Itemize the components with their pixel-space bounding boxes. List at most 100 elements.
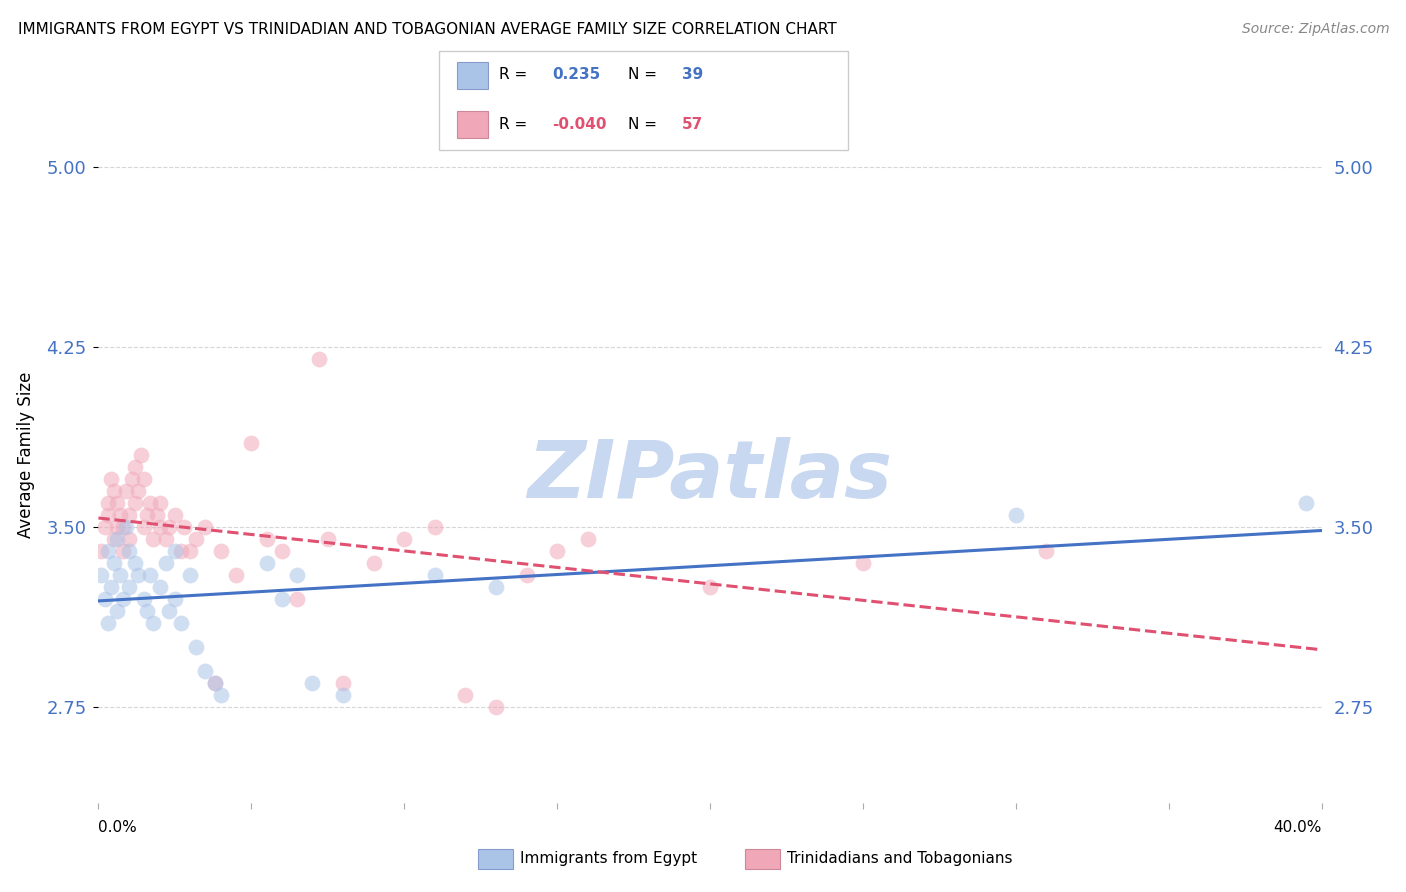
Point: [105, 520, 128, 534]
Point: [97, 544, 120, 558]
Text: 0.235: 0.235: [553, 68, 600, 82]
Point: [149, 496, 172, 510]
Point: [270, 591, 292, 606]
Point: [118, 544, 141, 558]
Point: [115, 520, 138, 534]
Point: [90, 567, 112, 582]
Point: [108, 508, 131, 522]
Point: [124, 459, 146, 474]
Point: [1295, 496, 1317, 510]
Point: [124, 556, 146, 570]
Point: [115, 483, 138, 498]
Point: [97, 615, 120, 630]
Point: [108, 567, 131, 582]
Point: [225, 567, 247, 582]
Text: N =: N =: [628, 118, 662, 132]
Point: [285, 591, 308, 606]
Text: -0.040: -0.040: [553, 118, 607, 132]
Point: [111, 544, 134, 558]
Point: [308, 351, 330, 366]
Point: [1004, 508, 1026, 522]
Point: [423, 567, 446, 582]
Point: [118, 508, 141, 522]
Point: [163, 591, 186, 606]
Text: Source: ZipAtlas.com: Source: ZipAtlas.com: [1241, 22, 1389, 37]
Point: [142, 532, 165, 546]
Text: 39: 39: [682, 68, 703, 82]
Text: R =: R =: [499, 68, 533, 82]
Point: [157, 604, 180, 618]
Point: [256, 532, 278, 546]
Point: [103, 556, 125, 570]
Point: [194, 664, 217, 678]
Point: [121, 472, 143, 486]
Point: [699, 580, 721, 594]
Point: [170, 544, 193, 558]
Point: [256, 556, 278, 570]
Point: [209, 544, 232, 558]
Point: [186, 640, 208, 654]
Point: [139, 496, 162, 510]
Point: [179, 544, 201, 558]
Point: [105, 496, 128, 510]
Text: R =: R =: [499, 118, 533, 132]
Point: [100, 580, 122, 594]
Point: [179, 567, 201, 582]
Point: [392, 532, 416, 546]
Point: [134, 472, 156, 486]
Point: [134, 520, 156, 534]
Point: [332, 688, 354, 702]
Point: [155, 532, 177, 546]
Point: [163, 508, 186, 522]
Point: [103, 532, 125, 546]
Point: [454, 688, 477, 702]
Point: [316, 532, 339, 546]
Text: 40.0%: 40.0%: [1274, 821, 1322, 835]
Point: [163, 544, 186, 558]
Point: [103, 483, 125, 498]
Point: [363, 556, 385, 570]
Point: [301, 676, 323, 690]
Point: [139, 567, 162, 582]
Point: [149, 520, 172, 534]
Point: [1035, 544, 1057, 558]
Point: [332, 676, 354, 690]
Point: [129, 448, 152, 462]
Point: [97, 496, 120, 510]
Point: [127, 567, 149, 582]
Text: 0.0%: 0.0%: [98, 821, 138, 835]
Point: [270, 544, 292, 558]
Point: [111, 520, 134, 534]
Text: IMMIGRANTS FROM EGYPT VS TRINIDADIAN AND TOBAGONIAN AVERAGE FAMILY SIZE CORRELAT: IMMIGRANTS FROM EGYPT VS TRINIDADIAN AND…: [18, 22, 837, 37]
Point: [134, 591, 156, 606]
Point: [186, 532, 208, 546]
Point: [155, 556, 177, 570]
Point: [546, 544, 568, 558]
Point: [145, 508, 167, 522]
Point: [240, 436, 263, 450]
Point: [170, 615, 193, 630]
Point: [136, 604, 159, 618]
Point: [100, 472, 122, 486]
Point: [142, 615, 165, 630]
Point: [209, 688, 232, 702]
Point: [423, 520, 446, 534]
Point: [173, 520, 195, 534]
Point: [157, 520, 180, 534]
Point: [204, 676, 226, 690]
Point: [124, 496, 146, 510]
Point: [105, 532, 128, 546]
Point: [111, 591, 134, 606]
Point: [285, 567, 308, 582]
Text: N =: N =: [628, 68, 662, 82]
Point: [136, 508, 159, 522]
Text: Immigrants from Egypt: Immigrants from Egypt: [520, 851, 697, 865]
Point: [118, 532, 141, 546]
Point: [852, 556, 875, 570]
Point: [204, 676, 226, 690]
Point: [194, 520, 217, 534]
Text: ZIPatlas: ZIPatlas: [527, 437, 893, 515]
Point: [127, 483, 149, 498]
Point: [105, 604, 128, 618]
Point: [485, 699, 508, 714]
